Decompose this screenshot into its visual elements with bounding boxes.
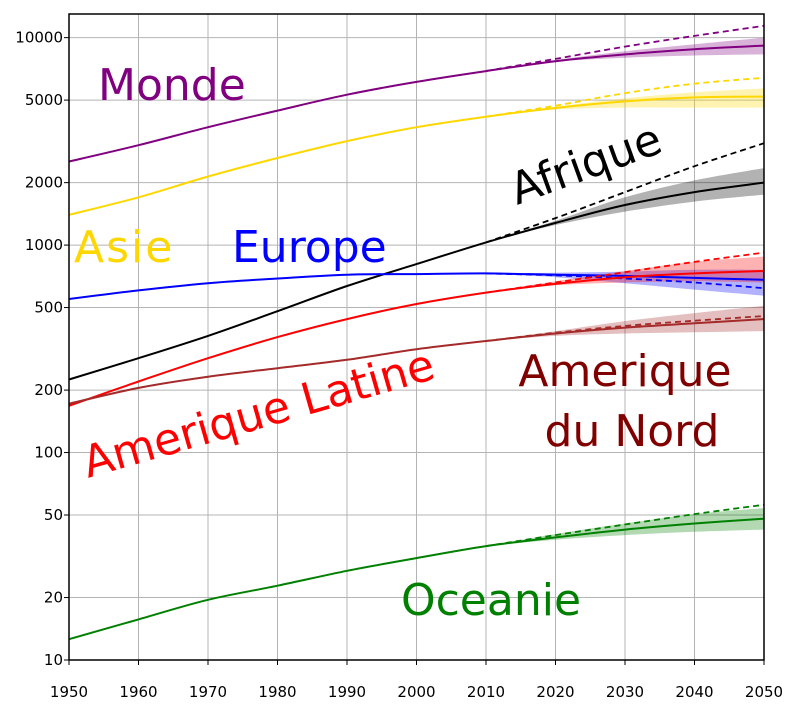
- x-tick-label: 1960: [119, 683, 157, 701]
- x-tick-label: 1950: [50, 683, 88, 701]
- y-tick-label: 2000: [25, 174, 63, 192]
- series-line-afrique: [68, 181, 765, 381]
- band-asie: [486, 88, 764, 117]
- label-monde: Monde: [98, 60, 246, 111]
- y-tick-label: 5000: [25, 91, 63, 109]
- y-tick-label: 200: [34, 381, 63, 399]
- projection-line-asie: [485, 76, 765, 118]
- x-tick-label: 2050: [745, 683, 783, 701]
- x-tick-label: 1990: [328, 683, 366, 701]
- band-europe: [486, 269, 764, 296]
- y-tick-label: 500: [34, 299, 63, 317]
- x-tick-label: 2020: [536, 683, 574, 701]
- y-tick-label: 50: [44, 506, 63, 524]
- x-tick-label: 2000: [397, 683, 435, 701]
- series-line-amerique-du-nord: [68, 318, 765, 405]
- y-axis-ticks: 10 20 50 100 200 500 1000 2000 5000 10000: [15, 29, 69, 669]
- y-tick-label: 100: [34, 444, 63, 462]
- x-tick-label: 2030: [606, 683, 644, 701]
- x-tick-label: 2010: [467, 683, 505, 701]
- series-lines: [68, 24, 765, 641]
- x-axis-ticks: 1950 1960 1970 1980 1990 2000 2010 2020 2030 2040…: [50, 660, 783, 701]
- x-tick-label: 1980: [258, 683, 296, 701]
- series-line-monde: [68, 44, 765, 163]
- series-line-oceanie: [68, 517, 765, 641]
- y-tick-label: 10000: [15, 29, 63, 47]
- series-line-amerique-latine: [68, 270, 765, 407]
- y-tick-label: 1000: [25, 236, 63, 254]
- projection-line-oceanie: [485, 503, 765, 547]
- y-tick-label: 20: [44, 589, 63, 607]
- projection-line-amerique-latine: [485, 251, 765, 294]
- projection-line-amerique-du-nord: [485, 315, 765, 342]
- projection-line-monde: [485, 24, 765, 72]
- series-line-asie: [68, 95, 765, 216]
- y-tick-label: 10: [44, 651, 63, 669]
- x-tick-label: 1970: [189, 683, 227, 701]
- x-tick-label: 2040: [675, 683, 713, 701]
- label-oceanie: Oceanie: [401, 575, 581, 626]
- label-europe: Europe: [232, 222, 387, 273]
- label-asie: Asie: [74, 222, 174, 273]
- label-amerique-du-nord-2: du Nord: [545, 406, 720, 457]
- label-amerique-du-nord-1: Amerique: [518, 346, 731, 397]
- projection-line-europe: [485, 272, 765, 290]
